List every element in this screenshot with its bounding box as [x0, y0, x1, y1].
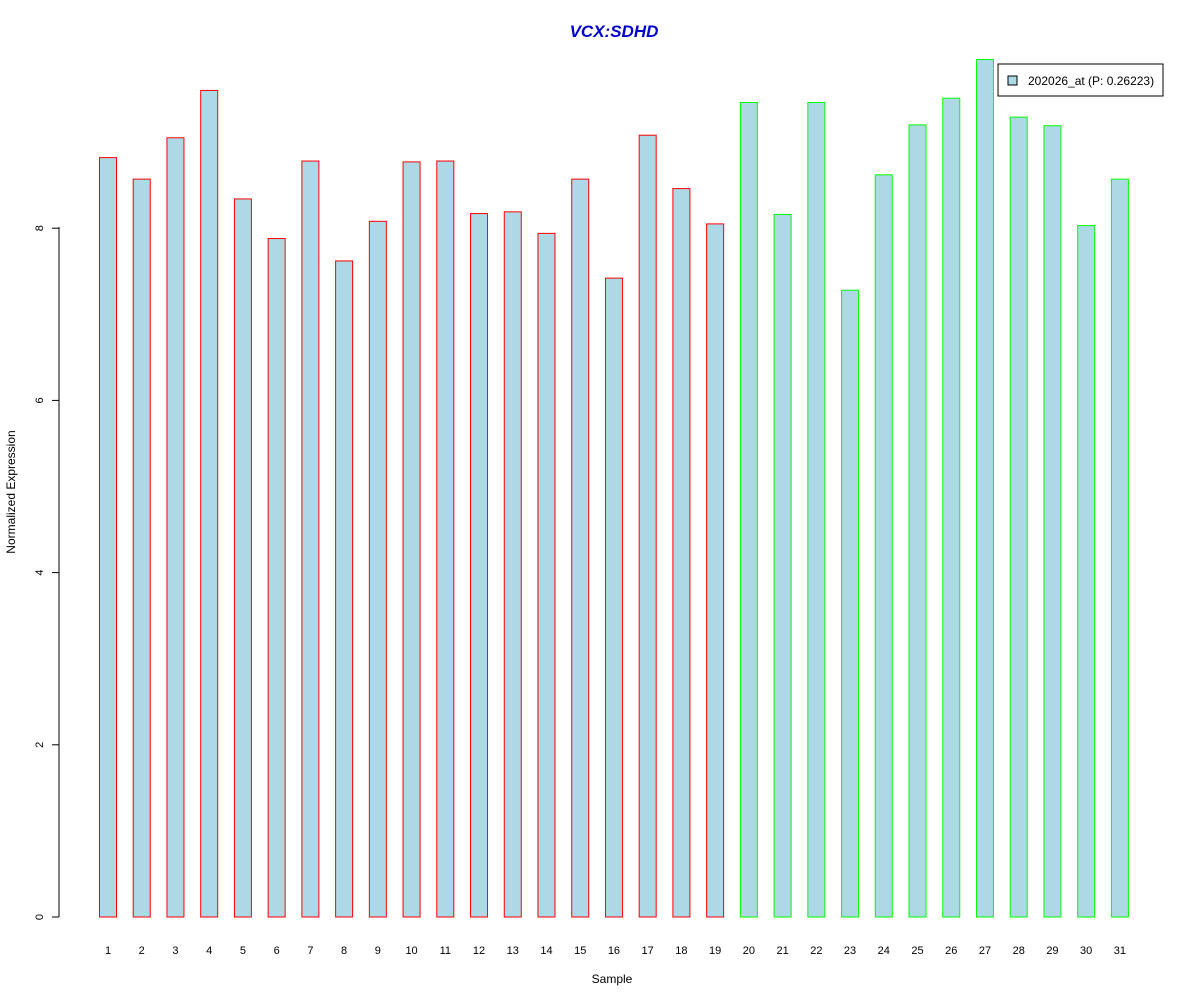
bar-sample-10 — [402, 161, 421, 918]
x-tick-label: 17 — [642, 945, 654, 957]
x-tick-label: 14 — [540, 945, 552, 957]
y-axis: 0 2 4 6 8 — [34, 225, 59, 920]
bar-sample-6 — [267, 238, 286, 918]
bar-sample-24 — [874, 174, 893, 918]
bar-sample-21 — [773, 213, 792, 918]
x-axis-tick-labels: 1 2 3 4 5 6 7 8 9 10 11 12 13 14 15 16 17 18 19 20 21 22 23 24 2… — [105, 945, 1126, 957]
x-tick-label: 27 — [979, 945, 991, 957]
legend: 202026_at (P: 0.26223) — [997, 63, 1164, 97]
x-tick-label: 25 — [911, 945, 923, 957]
bar-sample-4 — [200, 89, 219, 918]
bar-sample-18 — [672, 188, 691, 918]
bar-sample-9 — [368, 220, 387, 918]
bar-sample-2 — [132, 178, 151, 918]
x-tick-label: 6 — [274, 945, 280, 957]
bar-sample-29 — [1043, 125, 1062, 918]
x-tick-label: 20 — [743, 945, 755, 957]
x-tick-label: 8 — [341, 945, 347, 957]
legend-label: 202026_at (P: 0.26223) — [1028, 74, 1154, 88]
y-tick-label: 8 — [34, 225, 46, 231]
bar-sample-15 — [571, 178, 590, 918]
bar-sample-13 — [503, 211, 522, 918]
x-tick-label: 13 — [507, 945, 519, 957]
bar-sample-28 — [1009, 116, 1028, 918]
x-tick-label: 24 — [878, 945, 890, 957]
legend-box — [997, 63, 1164, 97]
bar-sample-8 — [335, 260, 354, 918]
y-tick-label: 0 — [34, 914, 46, 920]
bar-sample-31 — [1110, 178, 1129, 918]
bar-sample-1 — [99, 157, 117, 918]
bar-sample-14 — [537, 232, 556, 918]
x-tick-label: 31 — [1114, 945, 1126, 957]
bar-sample-5 — [233, 198, 252, 918]
x-tick-label: 5 — [240, 945, 246, 957]
x-tick-label: 7 — [307, 945, 313, 957]
x-tick-label: 16 — [608, 945, 620, 957]
x-tick-label: 22 — [810, 945, 822, 957]
y-tick-label: 4 — [34, 570, 46, 576]
bar-sample-16 — [604, 277, 623, 918]
x-axis-label: Sample — [592, 972, 633, 986]
chart-title: VCX:SDHD — [570, 22, 659, 41]
bar-sample-27 — [975, 58, 994, 918]
x-tick-label: 19 — [709, 945, 721, 957]
x-tick-label: 10 — [405, 945, 417, 957]
bar-sample-17 — [638, 134, 657, 918]
x-tick-label: 21 — [776, 945, 788, 957]
x-tick-label: 11 — [440, 945, 451, 957]
bar-sample-26 — [942, 97, 961, 918]
y-tick-label: 2 — [34, 742, 46, 748]
bar-sample-11 — [436, 160, 455, 918]
bar-sample-19 — [706, 223, 725, 918]
bars — [99, 58, 1129, 918]
bar-sample-7 — [301, 160, 320, 918]
x-tick-label: 9 — [375, 945, 381, 957]
bar-sample-30 — [1077, 225, 1096, 918]
x-tick-label: 23 — [844, 945, 856, 957]
bar-sample-12 — [470, 213, 489, 918]
bar-sample-22 — [807, 101, 826, 918]
bar-sample-23 — [841, 289, 860, 918]
y-axis-label: Normalized Expression — [4, 430, 18, 553]
x-tick-label: 26 — [945, 945, 957, 957]
x-tick-label: 18 — [675, 945, 687, 957]
x-tick-label: 12 — [473, 945, 485, 957]
bar-sample-25 — [908, 124, 927, 918]
y-tick-label: 6 — [34, 397, 46, 403]
x-tick-label: 15 — [574, 945, 586, 957]
x-tick-label: 28 — [1013, 945, 1025, 957]
x-tick-label: 29 — [1046, 945, 1058, 957]
x-tick-label: 30 — [1080, 945, 1092, 957]
x-tick-label: 2 — [139, 945, 145, 957]
legend-swatch — [1007, 75, 1018, 86]
bar-sample-20 — [739, 101, 758, 918]
x-tick-label: 1 — [105, 945, 111, 957]
bar-sample-3 — [166, 137, 185, 918]
x-tick-label: 3 — [172, 945, 178, 957]
x-tick-label: 4 — [206, 945, 212, 957]
